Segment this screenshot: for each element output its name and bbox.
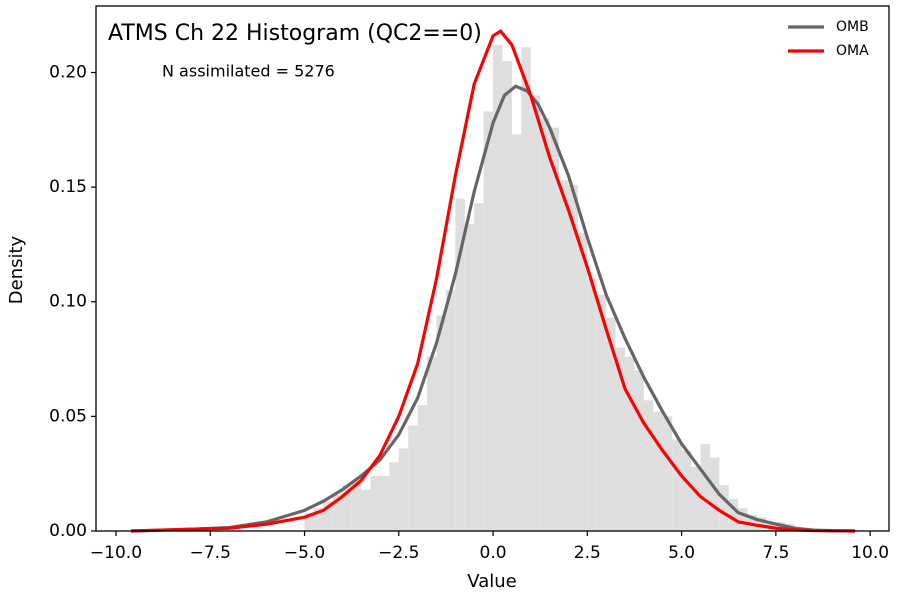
histogram-bar [662,416,673,531]
legend-label: OMA [836,43,869,59]
histogram-bar [700,443,710,531]
histogram-bar [379,475,390,531]
histogram-bar [493,44,503,531]
histogram-bar [389,462,399,531]
x-tick-label: −2.5 [378,543,419,563]
histogram-bar [615,347,626,531]
histogram-bar [634,370,644,531]
histogram-bar [559,180,569,531]
x-tick-label: 0.0 [480,543,507,563]
histogram-bar [625,356,635,531]
histogram-bar [672,439,682,531]
x-tick-label: −7.5 [190,543,231,563]
histogram-bar [370,475,380,531]
histogram-bar [738,508,748,531]
density-line [131,29,856,533]
histogram-bar [587,278,597,531]
histogram-bar [540,118,550,531]
y-tick-label: 0.20 [49,62,87,82]
x-tick-label: 2.5 [574,543,601,563]
x-tick-label: 10.0 [851,543,889,563]
y-tick-label: 0.00 [49,521,87,541]
histogram-bar [436,315,446,531]
x-tick-label: 5.0 [668,543,695,563]
histogram-bar [643,400,654,531]
x-tick-label: −5.0 [284,543,325,563]
annotation: N assimilated = 5276 [162,62,335,81]
histogram-bar [313,508,324,531]
histogram-bar [361,489,371,531]
legend-label: OMB [836,19,869,35]
histogram-bar [549,127,560,531]
histogram-bar [351,480,362,531]
histogram-bar [653,411,663,531]
histogram-bar [606,317,616,531]
y-tick-label: 0.10 [49,292,87,312]
histogram-bar [342,485,352,531]
histogram-bar [728,498,739,531]
histogram-bar [464,223,475,532]
histogram-bar [511,134,522,531]
x-tick-label: −10.0 [90,543,142,563]
histogram-bar [709,457,720,531]
density-line [131,84,856,533]
histogram-bar [681,450,692,531]
x-axis-label: Value [467,571,516,592]
histogram-bar [408,425,418,531]
histogram-bar [304,512,314,531]
y-axis-label: Density [6,235,27,304]
histogram-bar [757,517,767,531]
histogram-bar [596,294,607,531]
x-tick-label: 7.5 [762,543,789,563]
histogram-bar [332,494,343,531]
histogram-bar [445,290,456,531]
histogram-bar [502,61,512,531]
histogram-bar [530,95,541,532]
histogram-bar [577,232,588,531]
histogram-bar [323,501,333,531]
histogram-bar [474,203,484,532]
histogram-bar [568,184,578,531]
histogram-bar [719,485,729,531]
histogram-bar [417,404,428,531]
histogram-bar [427,356,437,531]
y-tick-label: 0.05 [49,406,87,426]
y-tick-label: 0.15 [49,177,87,197]
histogram-bar [483,111,494,531]
chart-title: ATMS Ch 22 Histogram (QC2==0) [108,21,482,46]
histogram-bar [455,198,465,531]
histogram-bar [398,448,409,531]
histogram-bar [521,47,531,531]
histogram-bar [691,466,701,531]
